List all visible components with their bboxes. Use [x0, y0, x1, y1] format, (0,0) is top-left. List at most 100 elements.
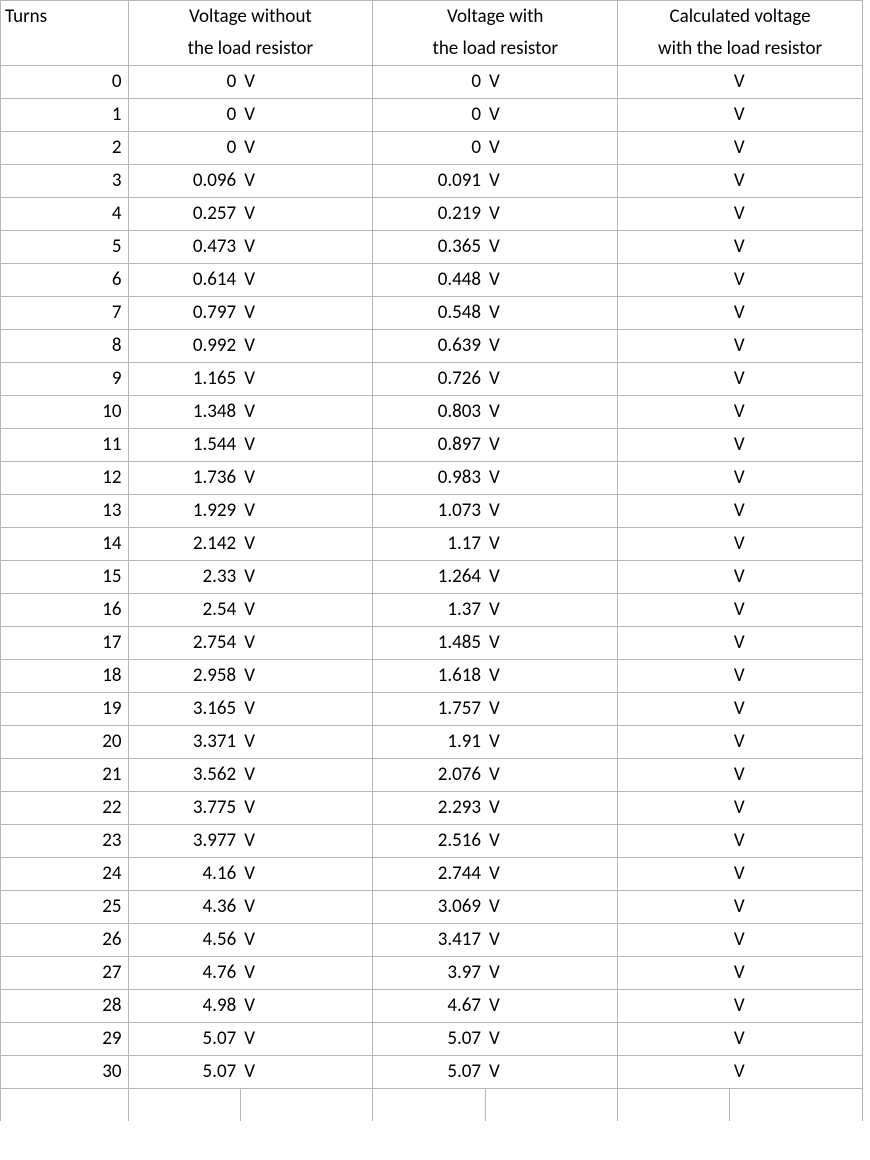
table-row: 91.165V0.726VV — [1, 363, 863, 396]
cell-v-load-unit: V — [485, 132, 618, 165]
cell-v-calc-unit: V — [730, 132, 863, 165]
cell-v-load-unit: V — [485, 66, 618, 99]
table-row: 182.958V1.618VV — [1, 660, 863, 693]
cell-v-load-unit: V — [485, 1023, 618, 1056]
cell-v-noload-value: 0.992 — [128, 330, 240, 363]
cell-turns: 15 — [1, 561, 129, 594]
cell-v-calc-unit: V — [730, 231, 863, 264]
table-row: 172.754V1.485VV — [1, 627, 863, 660]
cell-v-noload-unit: V — [240, 693, 373, 726]
cell-v-load-value: 1.91 — [373, 726, 485, 759]
cell-v-calc-value — [618, 198, 730, 231]
cell-v-load-unit: V — [485, 462, 618, 495]
cell-turns: 23 — [1, 825, 129, 858]
cell-v-calc-value — [618, 957, 730, 990]
cell-v-load-unit: V — [485, 231, 618, 264]
cell-v-noload-value: 0.797 — [128, 297, 240, 330]
cell-v-calc-value — [618, 726, 730, 759]
table-body: 00V0VV10V0VV20V0VV30.096V0.091VV40.257V0… — [1, 66, 863, 1122]
cell-v-noload-unit: V — [240, 759, 373, 792]
cell-v-load-unit: V — [485, 297, 618, 330]
cell-turns: 1 — [1, 99, 129, 132]
cell-turns: 20 — [1, 726, 129, 759]
table-row: 244.16V2.744VV — [1, 858, 863, 891]
table-row: 40.257V0.219VV — [1, 198, 863, 231]
cell-v-load-value: 0 — [373, 132, 485, 165]
cell-v-calc-value — [618, 363, 730, 396]
cell-v-load-unit: V — [485, 825, 618, 858]
cell-v-calc-value — [618, 495, 730, 528]
cell-v-calc-value — [618, 528, 730, 561]
cell-turns: 18 — [1, 660, 129, 693]
table-row: 305.07V5.07VV — [1, 1056, 863, 1089]
table-row: 80.992V0.639VV — [1, 330, 863, 363]
cell-turns: 19 — [1, 693, 129, 726]
cell-v-noload-unit: V — [240, 792, 373, 825]
cell-v-noload-value: 3.562 — [128, 759, 240, 792]
cell-v-calc-value — [618, 693, 730, 726]
cell-v-load-value: 0.803 — [373, 396, 485, 429]
cell-v-load-unit: V — [485, 363, 618, 396]
cell-v-load-value: 1.264 — [373, 561, 485, 594]
cell-v-calc-value — [618, 462, 730, 495]
cell-v-noload-unit: V — [240, 462, 373, 495]
cell-v-load-unit: V — [485, 264, 618, 297]
cell-v-noload-unit: V — [240, 429, 373, 462]
cell-v-noload-value: 0.614 — [128, 264, 240, 297]
cell-v-calc-unit: V — [730, 297, 863, 330]
cell-v-noload-value: 4.98 — [128, 990, 240, 1023]
cell-v-calc-unit: V — [730, 363, 863, 396]
table-row: 295.07V5.07VV — [1, 1023, 863, 1056]
table-row-empty — [1, 1089, 863, 1122]
cell-v-calc-unit: V — [730, 528, 863, 561]
table-row: 193.165V1.757VV — [1, 693, 863, 726]
table-row: 111.544V0.897VV — [1, 429, 863, 462]
cell-v-noload-unit: V — [240, 957, 373, 990]
cell-v-noload-value: 2.958 — [128, 660, 240, 693]
cell-v-calc-unit: V — [730, 462, 863, 495]
col-header-v-calc-2: with the load resistor — [618, 33, 863, 66]
cell-v-noload-unit: V — [240, 1023, 373, 1056]
empty-cell — [373, 1089, 485, 1122]
cell-turns: 29 — [1, 1023, 129, 1056]
cell-v-load-value: 0.448 — [373, 264, 485, 297]
cell-v-calc-value — [618, 825, 730, 858]
cell-v-load-unit: V — [485, 528, 618, 561]
table-row: 60.614V0.448VV — [1, 264, 863, 297]
empty-cell — [618, 1089, 730, 1122]
cell-v-calc-value — [618, 264, 730, 297]
empty-cell — [240, 1089, 373, 1122]
cell-v-calc-unit: V — [730, 429, 863, 462]
cell-v-noload-value: 1.348 — [128, 396, 240, 429]
cell-v-calc-value — [618, 759, 730, 792]
cell-v-load-unit: V — [485, 924, 618, 957]
cell-v-noload-value: 1.929 — [128, 495, 240, 528]
cell-v-noload-value: 0 — [128, 132, 240, 165]
table-row: 121.736V0.983VV — [1, 462, 863, 495]
cell-v-noload-unit: V — [240, 990, 373, 1023]
cell-v-calc-unit: V — [730, 330, 863, 363]
cell-turns: 21 — [1, 759, 129, 792]
cell-v-noload-value: 0 — [128, 99, 240, 132]
cell-v-noload-unit: V — [240, 528, 373, 561]
cell-v-noload-value: 2.142 — [128, 528, 240, 561]
cell-v-load-value: 0.726 — [373, 363, 485, 396]
cell-v-load-value: 3.97 — [373, 957, 485, 990]
cell-v-load-value: 0.897 — [373, 429, 485, 462]
cell-v-noload-value: 3.371 — [128, 726, 240, 759]
cell-v-calc-value — [618, 627, 730, 660]
cell-v-load-unit: V — [485, 858, 618, 891]
cell-v-load-value: 0 — [373, 66, 485, 99]
cell-v-load-unit: V — [485, 726, 618, 759]
cell-v-noload-value: 2.33 — [128, 561, 240, 594]
cell-v-calc-unit: V — [730, 99, 863, 132]
cell-v-load-unit: V — [485, 759, 618, 792]
cell-turns: 11 — [1, 429, 129, 462]
table-header: Turns Voltage without Voltage with Calcu… — [1, 1, 863, 66]
cell-v-load-unit: V — [485, 693, 618, 726]
cell-v-load-value: 1.757 — [373, 693, 485, 726]
cell-v-noload-unit: V — [240, 66, 373, 99]
cell-v-noload-value: 4.16 — [128, 858, 240, 891]
table-row: 264.56V3.417VV — [1, 924, 863, 957]
cell-turns: 25 — [1, 891, 129, 924]
